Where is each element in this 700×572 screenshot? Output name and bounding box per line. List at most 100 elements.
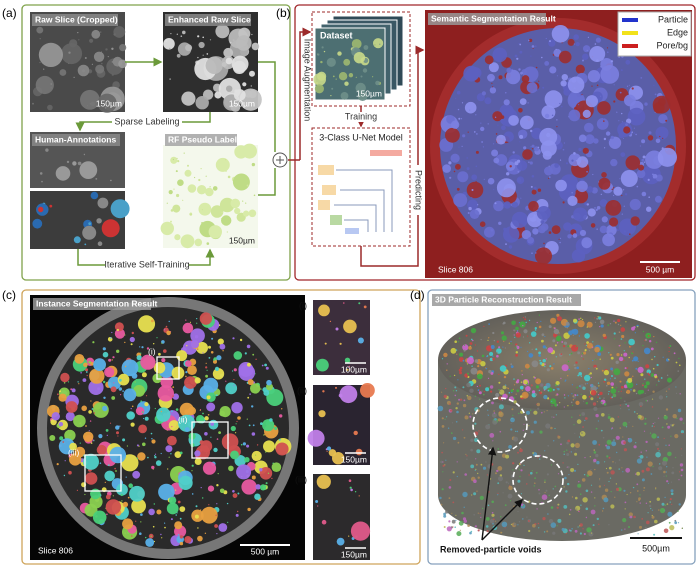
particle	[348, 73, 354, 78]
particle	[226, 502, 229, 505]
particle	[556, 404, 559, 406]
particle	[208, 357, 211, 359]
particle	[314, 84, 324, 94]
particle	[78, 383, 80, 385]
particle	[510, 365, 514, 368]
particle	[471, 338, 473, 341]
particle	[112, 495, 114, 497]
particle	[596, 206, 601, 210]
particle	[617, 323, 620, 326]
particle	[565, 322, 570, 326]
particle	[590, 491, 593, 493]
particle	[487, 123, 489, 125]
particle	[129, 336, 135, 343]
particle	[584, 417, 588, 420]
particle	[170, 156, 178, 164]
particle	[493, 157, 500, 164]
particle	[317, 505, 319, 507]
particle	[81, 405, 87, 412]
particle	[585, 507, 589, 511]
particle	[487, 504, 490, 507]
particle	[518, 68, 521, 71]
particle	[213, 358, 216, 361]
particle	[191, 470, 193, 472]
particle	[588, 367, 590, 370]
particle	[153, 540, 155, 543]
particle	[508, 445, 512, 449]
particle	[608, 524, 610, 526]
particle	[168, 320, 170, 323]
particle	[255, 454, 257, 456]
annotation: Removed-particle voids	[440, 544, 542, 554]
particle	[471, 197, 473, 199]
particle	[236, 464, 252, 480]
particle	[35, 75, 54, 95]
particle	[215, 394, 218, 397]
particle	[177, 160, 180, 163]
particle	[346, 368, 349, 371]
particle	[260, 484, 267, 491]
particle	[476, 385, 478, 388]
particle	[616, 111, 618, 113]
scale-label: 150µm	[229, 98, 255, 108]
particle	[360, 75, 363, 78]
particle	[584, 134, 595, 145]
particle	[549, 176, 551, 178]
particle	[633, 132, 636, 134]
particle	[179, 451, 183, 455]
particle	[279, 414, 283, 418]
particle	[175, 514, 177, 516]
particle	[597, 352, 602, 356]
particle	[649, 340, 652, 343]
particle	[626, 381, 634, 389]
particle	[502, 385, 507, 390]
particle	[621, 334, 625, 339]
particle	[619, 404, 622, 406]
particle	[93, 51, 105, 62]
particle	[567, 405, 569, 407]
particle	[661, 147, 664, 150]
particle	[556, 75, 559, 77]
particle	[518, 322, 521, 324]
particle	[635, 473, 637, 475]
particle	[470, 448, 473, 452]
particle	[544, 491, 546, 494]
particle	[189, 212, 193, 216]
particle	[151, 319, 154, 323]
particle	[487, 339, 489, 341]
particle	[206, 53, 209, 55]
particle	[105, 48, 108, 51]
particle	[180, 234, 195, 249]
particle	[479, 513, 481, 515]
particle	[609, 477, 612, 479]
particle	[571, 416, 573, 418]
particle	[598, 485, 602, 488]
particle	[555, 384, 557, 387]
particle	[573, 34, 579, 40]
particle	[269, 433, 271, 435]
particle	[655, 488, 657, 490]
particle	[339, 385, 358, 404]
particle	[185, 371, 188, 374]
particle	[635, 392, 638, 395]
particle	[628, 409, 630, 411]
particle	[134, 381, 136, 383]
particle	[603, 380, 606, 383]
particle	[522, 317, 525, 319]
particle	[627, 107, 646, 126]
particle	[538, 351, 541, 355]
particle	[594, 317, 596, 319]
particle	[230, 425, 236, 432]
particle	[545, 489, 548, 492]
particle	[469, 342, 473, 345]
particle	[679, 364, 681, 367]
particle	[132, 470, 141, 479]
particle	[633, 445, 637, 449]
particle	[141, 372, 147, 378]
particle	[467, 376, 470, 378]
particle	[586, 527, 592, 533]
particle	[166, 330, 171, 336]
particle	[145, 395, 148, 397]
arrow	[299, 27, 312, 160]
particle	[639, 418, 641, 420]
